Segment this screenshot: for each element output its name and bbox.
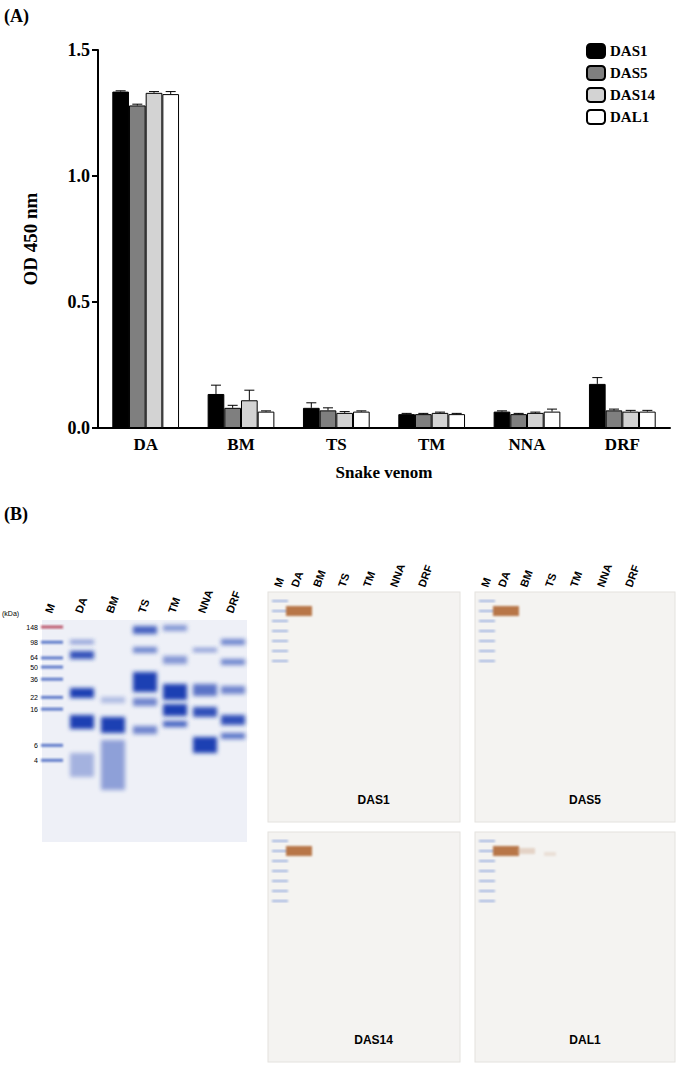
svg-text:NNA: NNA — [509, 435, 547, 454]
svg-text:TM: TM — [166, 596, 183, 615]
svg-text:NNA: NNA — [196, 588, 215, 615]
svg-text:50: 50 — [30, 664, 38, 671]
svg-text:BM: BM — [227, 435, 254, 454]
svg-text:TM: TM — [568, 570, 585, 589]
svg-text:TS: TS — [543, 571, 559, 588]
svg-text:M: M — [479, 576, 493, 589]
svg-text:DAS14: DAS14 — [610, 87, 656, 103]
svg-text:NNA: NNA — [595, 562, 614, 589]
svg-text:BM: BM — [311, 569, 328, 589]
svg-text:DRF: DRF — [224, 589, 243, 615]
svg-text:DRF: DRF — [605, 435, 640, 454]
svg-text:6: 6 — [34, 742, 38, 749]
svg-text:(kDa): (kDa) — [2, 610, 19, 618]
svg-text:DAL1: DAL1 — [610, 109, 649, 125]
svg-text:TS: TS — [136, 597, 152, 614]
svg-text:1.0: 1.0 — [68, 166, 91, 186]
svg-text:(A): (A) — [4, 6, 29, 27]
svg-text:DRF: DRF — [623, 563, 642, 589]
svg-text:4: 4 — [34, 757, 38, 764]
svg-text:TS: TS — [336, 571, 352, 588]
svg-text:36: 36 — [30, 676, 38, 683]
svg-text:BM: BM — [518, 569, 535, 589]
svg-text:M: M — [43, 602, 57, 615]
svg-text:DA: DA — [133, 435, 158, 454]
svg-text:148: 148 — [26, 624, 38, 631]
svg-text:64: 64 — [30, 654, 38, 661]
svg-text:1.5: 1.5 — [68, 40, 91, 60]
svg-text:NNA: NNA — [388, 562, 407, 589]
svg-text:DAL1: DAL1 — [569, 1033, 601, 1047]
svg-text:98: 98 — [30, 639, 38, 646]
svg-text:DA: DA — [289, 570, 306, 589]
svg-text:DA: DA — [73, 596, 90, 615]
svg-text:22: 22 — [30, 694, 38, 701]
svg-text:TM: TM — [418, 435, 445, 454]
svg-text:0.0: 0.0 — [68, 418, 91, 438]
svg-text:DRF: DRF — [416, 563, 435, 589]
svg-text:DA: DA — [496, 570, 513, 589]
svg-text:16: 16 — [30, 706, 38, 713]
svg-text:0.5: 0.5 — [68, 292, 91, 312]
svg-text:DAS14: DAS14 — [354, 1033, 393, 1047]
svg-text:(B): (B) — [4, 504, 28, 525]
svg-text:Snake venom: Snake venom — [336, 463, 433, 482]
svg-text:OD 450 nm: OD 450 nm — [20, 192, 41, 285]
svg-text:BM: BM — [104, 595, 121, 615]
svg-text:DAS5: DAS5 — [610, 65, 648, 81]
svg-text:TM: TM — [361, 570, 378, 589]
svg-text:M: M — [272, 576, 286, 589]
svg-text:DAS1: DAS1 — [358, 793, 390, 807]
svg-text:DAS5: DAS5 — [569, 793, 601, 807]
svg-text:TS: TS — [326, 435, 347, 454]
svg-text:DAS1: DAS1 — [610, 43, 648, 59]
